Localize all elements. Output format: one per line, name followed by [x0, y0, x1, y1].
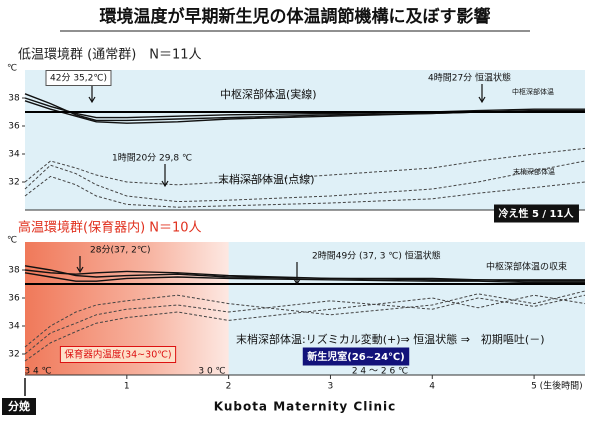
annotation: 冷え性 5 / 11人 [499, 207, 575, 220]
y-tick-label: 36 [8, 294, 20, 304]
annotation: 2時間49分 (37, 3 ℃) 恒温状態 [312, 250, 441, 262]
annotation: 3 4 ℃ [24, 367, 51, 377]
page-title: 環境温度が早期新生児の体温調節機構に及ぼす影響 [100, 6, 491, 27]
y-tick-label: 38 [8, 94, 20, 104]
annotation: 中枢深部体温(実線) [220, 87, 317, 101]
annotation: 中枢深部体温 [512, 87, 554, 96]
annotation: 4時間27分 恒温状態 [428, 72, 511, 84]
temperature-line [24, 294, 586, 362]
annotation: 28分(37, 2℃) [90, 245, 150, 256]
annotation-box [302, 347, 410, 366]
arrow-head [293, 278, 301, 286]
annotation: 末梢深部体温 [513, 167, 555, 176]
annotation: 1時間20分 29,8 ℃ [112, 153, 192, 164]
x-tick-label: 5 (生後時間) [531, 380, 583, 392]
annotation: 新生児室(26~24℃) [307, 350, 404, 363]
annotation: 保育器内温度(34~30℃) [64, 349, 171, 361]
y-tick-label: 38 [8, 266, 20, 276]
annotation: 末梢深部体温(点線) [218, 172, 315, 186]
arrow-head [76, 266, 84, 274]
arrow-head [161, 180, 169, 188]
plot-background [25, 70, 585, 210]
y-unit: ℃ [7, 236, 17, 246]
annotation-box [494, 204, 579, 223]
temperature-line [24, 175, 586, 208]
arrow-head [478, 96, 486, 104]
x-tick-label: 2 [226, 382, 232, 392]
temperature-line [24, 294, 586, 355]
x-tick-label: 4 [429, 382, 435, 392]
y-unit: ℃ [7, 64, 17, 74]
arrow-head [88, 96, 96, 104]
annotation: 中枢深部体温の収束 [486, 261, 567, 273]
annotation: 2 4 ～ 2 6 ℃ [352, 367, 408, 377]
temperature-line [24, 272, 585, 284]
annotation: 末梢深部体温:リズミカル変動(+)⇒ 恒温状態 ⇒ 初期嘔吐(－) [236, 332, 545, 346]
temperature-line [24, 290, 586, 348]
y-tick-label: 36 [8, 122, 20, 132]
y-tick-label: 34 [8, 322, 20, 332]
birth-box [2, 398, 36, 415]
temperature-line [24, 269, 585, 281]
annotation: 3 0 ℃ [198, 367, 225, 377]
x-tick-label: 3 [327, 382, 333, 392]
annotation: 42分 35,2℃) [50, 73, 107, 84]
x-tick-label: 1 [124, 382, 130, 392]
annotation-box [59, 346, 177, 363]
credit: Kubota Maternity Clinic [214, 400, 397, 414]
panel-title: 高温環境群(保育器内) N＝10人 [18, 220, 202, 236]
annotation-box [45, 70, 112, 86]
y-tick-label: 32 [8, 178, 19, 188]
panel-title: 低温環境群 (通常群) N＝11人 [18, 48, 202, 63]
y-tick-label: 34 [8, 150, 20, 160]
birth-label: 分娩 [8, 399, 30, 413]
temperature-line [24, 160, 586, 203]
y-tick-label: 32 [8, 350, 19, 360]
